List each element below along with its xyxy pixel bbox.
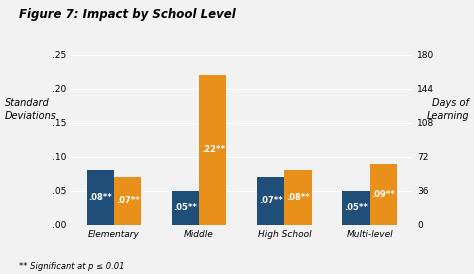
Text: Standard
Deviations: Standard Deviations [5, 98, 56, 121]
Bar [284, 170, 311, 225]
Bar [370, 164, 397, 225]
Legend: Reading, Math: Reading, Math [190, 273, 294, 274]
Text: ** Significant at p ≤ 0.01: ** Significant at p ≤ 0.01 [19, 262, 125, 271]
Text: .07**: .07** [116, 196, 139, 206]
Text: .05**: .05** [344, 203, 368, 212]
Text: .07**: .07** [259, 196, 283, 206]
Bar [114, 177, 141, 225]
Bar [199, 75, 227, 225]
Text: .08**: .08** [88, 193, 112, 202]
Bar [172, 191, 199, 225]
Text: .09**: .09** [371, 190, 395, 199]
Bar [257, 177, 284, 225]
Text: .05**: .05** [173, 203, 198, 212]
Text: .08**: .08** [286, 193, 310, 202]
Bar [342, 191, 370, 225]
Text: Days of
Learning: Days of Learning [427, 98, 469, 121]
Text: .22**: .22** [201, 145, 225, 155]
Bar [87, 170, 114, 225]
Text: Figure 7: Impact by School Level: Figure 7: Impact by School Level [19, 8, 236, 21]
